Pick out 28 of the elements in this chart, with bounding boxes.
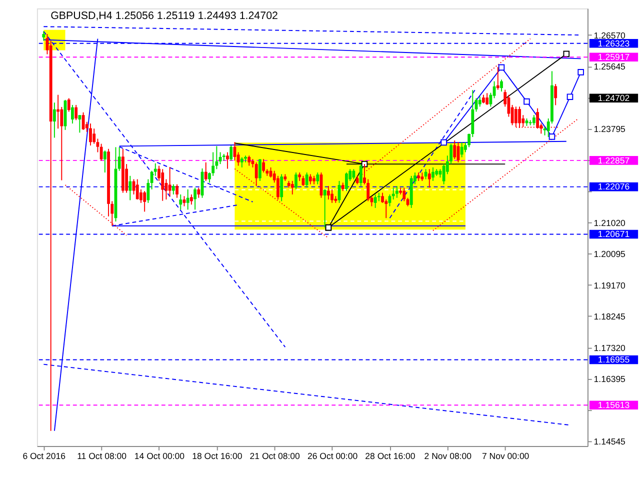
ref-line-label: 1.16955: [598, 354, 630, 365]
y-tick-label: 1.19170: [594, 280, 626, 290]
y-tick-label: 1.14545: [594, 436, 626, 447]
x-tick-label: 26 Oct 00:00: [307, 451, 358, 462]
x-tick-label: 2 Nov 08:00: [424, 451, 472, 462]
ref-line-label: 1.26323: [598, 38, 630, 48]
ref-line-label: 1.22076: [598, 182, 630, 192]
y-tick-label: 1.21020: [594, 218, 626, 228]
text: 1.24702: [598, 93, 630, 104]
x-tick-label: 11 Oct 08:00: [77, 451, 127, 462]
y-tick-label: 1.26570: [594, 30, 626, 40]
x-tick-label: 21 Oct 08:00: [250, 451, 300, 462]
y-tick-label: 1.20095: [594, 249, 626, 260]
y-tick-label: 1.23795: [594, 124, 626, 134]
x-tick-label: 18 Oct 16:00: [192, 451, 242, 462]
y-tick-label: 1.17320: [594, 342, 626, 353]
ref-line-label: 1.22857: [598, 155, 630, 166]
y-tick-label: 1.18245: [594, 312, 626, 322]
chart-title: GBPUSD,H4 1.25056 1.25119 1.24493 1.24702: [50, 10, 278, 22]
ref-line-label: 1.20671: [598, 229, 630, 240]
x-tick-label: 14 Oct 00:00: [134, 451, 185, 462]
ref-line-label: 1.25917: [598, 52, 630, 62]
y-tick-label: 1.25645: [594, 62, 626, 72]
x-tick-label: 28 Oct 16:00: [365, 451, 416, 462]
y-tick-label: 1.16395: [594, 374, 626, 384]
x-tick-label: 7 Nov 00:00: [482, 451, 530, 462]
x-tick-label: 6 Oct 2016: [22, 451, 66, 462]
ref-line-label: 1.15613: [598, 400, 630, 410]
